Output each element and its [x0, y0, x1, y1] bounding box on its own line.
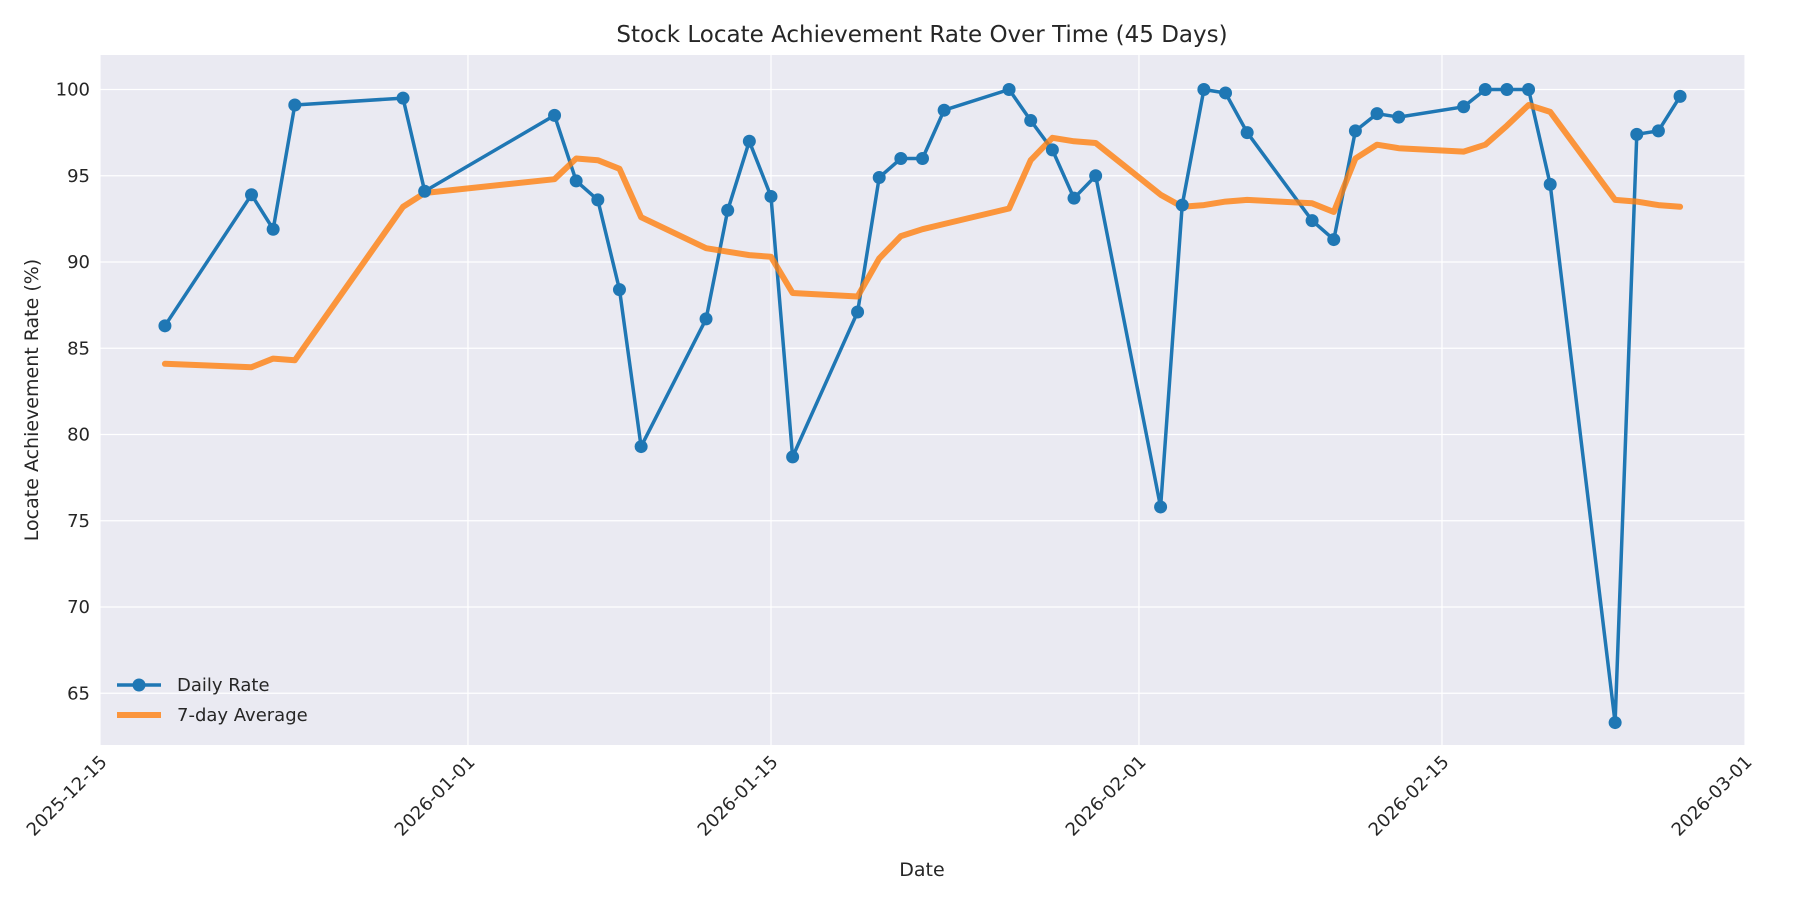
data-point-daily-rate-2026-01-08 — [612, 283, 626, 297]
data-point-daily-rate-2025-12-23 — [266, 222, 280, 236]
series-layer — [158, 83, 1687, 730]
data-point-daily-rate-2026-01-22 — [916, 152, 929, 165]
data-point-daily-rate-2026-02-02 — [1154, 500, 1168, 514]
data-point-daily-rate-2026-01-30 — [1089, 169, 1103, 183]
data-point-daily-rate-2025-12-22 — [245, 188, 259, 202]
y-tick-label-95: 95 — [67, 166, 90, 187]
chart-title: Stock Locate Achievement Rate Over Time … — [616, 22, 1227, 48]
data-point-daily-rate-2026-02-11 — [1348, 124, 1362, 138]
y-axis-label: Locate Achievement Rate (%) — [21, 259, 43, 541]
legend-marker-daily-rate — [132, 678, 146, 692]
data-point-daily-rate-2026-02-20 — [1543, 177, 1557, 191]
data-point-daily-rate-2026-02-24 — [1630, 127, 1644, 141]
data-point-daily-rate-2026-02-25 — [1651, 124, 1665, 138]
data-point-daily-rate-2026-01-19 — [851, 305, 865, 319]
data-point-daily-rate-2026-02-06 — [1240, 126, 1254, 140]
data-point-daily-rate-2026-01-07 — [591, 193, 605, 207]
x-axis-label: Date — [899, 859, 944, 881]
data-point-daily-rate-2026-02-23 — [1608, 716, 1622, 730]
data-point-daily-rate-2026-01-21 — [894, 152, 908, 165]
data-point-daily-rate-2026-01-05 — [548, 108, 562, 122]
data-point-daily-rate-2026-02-04 — [1197, 83, 1211, 96]
data-point-daily-rate-2026-01-09 — [634, 440, 648, 454]
data-point-daily-rate-2026-01-15 — [764, 189, 778, 203]
data-point-daily-rate-2026-01-06 — [569, 174, 583, 188]
data-point-daily-rate-2026-01-20 — [872, 170, 886, 184]
y-tick-label-100: 100 — [56, 80, 90, 101]
data-point-daily-rate-2026-01-23 — [937, 103, 951, 117]
data-point-daily-rate-2026-02-13 — [1392, 110, 1406, 124]
plot-area — [100, 55, 1745, 745]
legend-label-daily-rate: Daily Rate — [177, 675, 270, 696]
data-point-daily-rate-2025-12-30 — [418, 184, 432, 198]
data-point-daily-rate-2025-12-29 — [396, 91, 410, 105]
data-point-daily-rate-2025-12-24 — [288, 98, 302, 112]
data-point-daily-rate-2026-02-26 — [1673, 89, 1687, 103]
y-tick-label-90: 90 — [67, 252, 90, 273]
data-point-daily-rate-2026-01-28 — [1045, 143, 1059, 157]
data-point-daily-rate-2026-02-09 — [1305, 214, 1319, 228]
y-tick-label-75: 75 — [67, 511, 90, 532]
data-point-daily-rate-2026-01-26 — [1002, 83, 1016, 96]
data-point-daily-rate-2025-12-18 — [158, 319, 172, 333]
data-point-daily-rate-2026-01-16 — [786, 450, 800, 464]
data-point-daily-rate-2026-02-10 — [1327, 233, 1341, 247]
data-point-daily-rate-2026-02-17 — [1478, 83, 1492, 96]
legend: Daily Rate 7-day Average — [117, 675, 308, 726]
data-point-daily-rate-2026-01-13 — [721, 203, 735, 217]
data-point-daily-rate-2026-02-18 — [1500, 83, 1514, 96]
series-line-7-day-average — [161, 102, 1684, 371]
data-point-daily-rate-2026-02-05 — [1219, 86, 1233, 100]
data-point-daily-rate-2026-02-16 — [1457, 100, 1471, 114]
y-tick-label-85: 85 — [67, 338, 90, 359]
data-point-daily-rate-2026-01-29 — [1067, 191, 1081, 205]
y-tick-label-70: 70 — [67, 597, 90, 618]
legend-label-7-day-average: 7-day Average — [177, 705, 308, 726]
y-tick-label-65: 65 — [67, 683, 90, 704]
data-point-daily-rate-2026-01-27 — [1024, 114, 1038, 128]
data-point-daily-rate-2026-02-19 — [1522, 83, 1536, 96]
data-point-daily-rate-2026-01-12 — [699, 312, 713, 326]
data-point-daily-rate-2026-02-03 — [1175, 198, 1189, 212]
y-tick-label-80: 80 — [67, 425, 90, 446]
y-axis-ticks: 65 70 75 80 85 90 95 100 — [56, 80, 90, 705]
data-point-daily-rate-2026-02-12 — [1370, 107, 1384, 121]
data-point-daily-rate-2026-01-14 — [742, 134, 756, 148]
